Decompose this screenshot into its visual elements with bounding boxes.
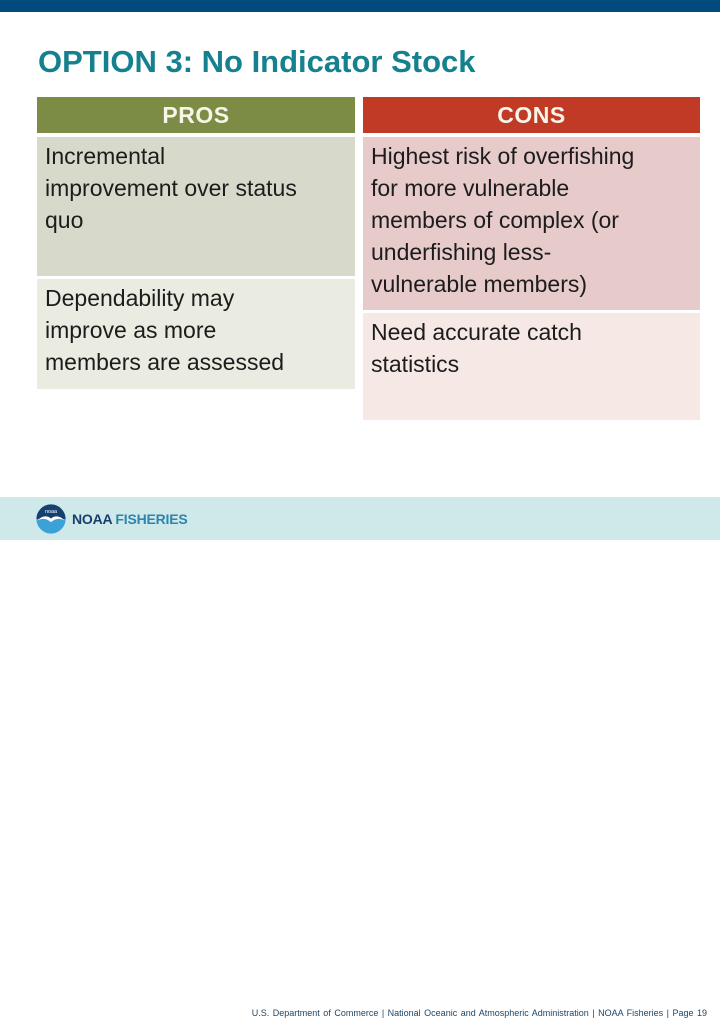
- footer-band: noaa NOAA FISHERIES U.S. Department of C…: [0, 497, 720, 1018]
- noaa-emblem-icon: noaa: [36, 503, 66, 534]
- logo-text-fisheries: FISHERIES: [115, 510, 188, 527]
- cons-cell: Need accurate catch statistics: [363, 313, 700, 420]
- cons-cell: Highest risk of overfishing for more vul…: [363, 137, 700, 310]
- slide-title: OPTION 3: No Indicator Stock: [38, 44, 476, 79]
- logo-text-noaa: NOAA: [72, 510, 113, 527]
- pros-column-header: PROS: [37, 97, 355, 133]
- pros-cell: Incremental improvement over status quo: [37, 137, 355, 276]
- top-accent-bar: [0, 0, 720, 12]
- noaa-emblem-label: noaa: [45, 509, 57, 515]
- pros-cons-table: PROS Incremental improvement over status…: [37, 97, 700, 420]
- noaa-fisheries-logo: noaa NOAA FISHERIES: [36, 497, 188, 540]
- pros-column: PROS Incremental improvement over status…: [37, 97, 355, 420]
- cons-column-header: CONS: [363, 97, 700, 133]
- footer-attribution: U.S. Department of Commerce | National O…: [251, 1008, 707, 1018]
- pros-cell: Dependability may improve as more member…: [37, 279, 355, 389]
- cons-column: CONS Highest risk of overfishing for mor…: [363, 97, 700, 420]
